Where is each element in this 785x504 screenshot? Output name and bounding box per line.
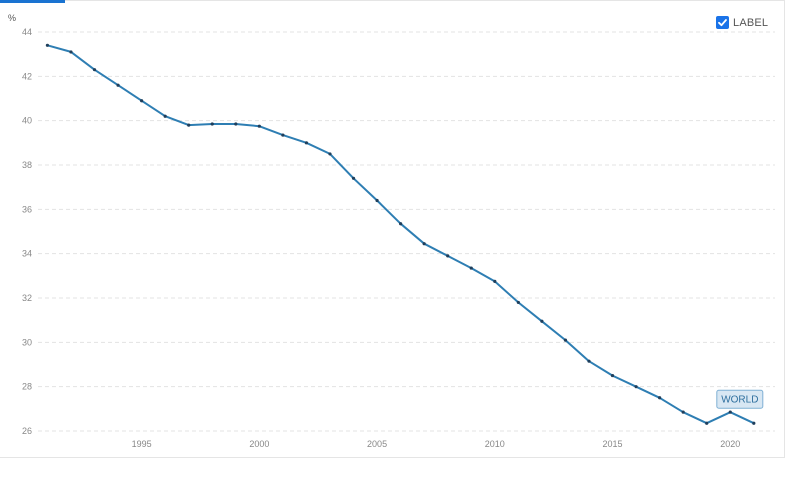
data-point-1998 <box>210 122 214 126</box>
data-point-2020 <box>728 410 732 414</box>
label-checkbox[interactable] <box>716 16 729 29</box>
data-point-1991 <box>45 43 50 47</box>
y-tick-label-40: 40 <box>22 116 32 126</box>
data-point-2018 <box>681 410 685 414</box>
data-point-2010 <box>493 279 497 283</box>
data-point-2013 <box>563 338 568 342</box>
y-tick-label-30: 30 <box>22 337 32 347</box>
x-tick-label-2020: 2020 <box>720 439 740 449</box>
top-border <box>0 0 784 1</box>
data-point-2021 <box>752 421 756 425</box>
y-tick-label-34: 34 <box>22 249 32 259</box>
y-tick-label-32: 32 <box>22 293 32 303</box>
y-axis-unit-label: % <box>8 13 16 23</box>
data-point-2016 <box>634 385 638 389</box>
data-point-2009 <box>469 266 473 270</box>
data-point-2003 <box>328 152 332 156</box>
data-point-2006 <box>399 222 403 226</box>
x-tick-label-2015: 2015 <box>603 439 623 449</box>
data-point-2000 <box>257 124 261 128</box>
data-point-1995 <box>140 99 144 103</box>
y-tick-label-44: 44 <box>22 27 32 37</box>
series-line-0 <box>46 44 755 425</box>
checkmark-icon <box>718 19 727 27</box>
y-tick-label-26: 26 <box>22 426 32 436</box>
label-toggle[interactable]: LABEL <box>716 16 768 29</box>
data-point-1997 <box>187 123 191 127</box>
label-toggle-text: LABEL <box>733 16 769 29</box>
line-chart: % 44 42 40 38 36 34 32 30 28 26 1995 2000 2005 2010 201… <box>8 13 775 449</box>
y-tick-label-38: 38 <box>22 160 32 170</box>
series-label-box <box>716 389 764 409</box>
data-point-2011 <box>516 300 520 305</box>
data-point-2002 <box>304 141 309 145</box>
data-point-2004 <box>351 176 356 180</box>
data-point-2017 <box>658 396 662 400</box>
data-point-2005 <box>375 198 379 203</box>
series-label-text: WORLD <box>721 395 758 406</box>
data-point-1999 <box>234 122 238 126</box>
data-point-2001 <box>281 133 285 137</box>
data-point-2019 <box>705 421 709 425</box>
data-point-1992 <box>69 50 73 54</box>
data-point-2012 <box>540 319 544 323</box>
data-point-2015 <box>610 373 615 378</box>
y-tick-label-36: 36 <box>22 204 32 214</box>
x-tick-label-2000: 2000 <box>249 439 269 449</box>
data-point-1994 <box>116 83 120 87</box>
active-tab-indicator <box>0 0 65 3</box>
y-tick-label-42: 42 <box>22 71 32 81</box>
x-tick-label-1995: 1995 <box>132 439 152 449</box>
x-tick-label-2005: 2005 <box>367 439 387 449</box>
data-point-2014 <box>587 359 591 363</box>
data-point-1996 <box>163 114 167 118</box>
data-point-2007 <box>422 242 426 246</box>
data-point-2008 <box>446 254 450 258</box>
y-tick-label-28: 28 <box>22 382 32 392</box>
data-point-1993 <box>92 68 97 72</box>
bottom-border <box>0 457 785 458</box>
x-tick-label-2010: 2010 <box>485 439 505 449</box>
